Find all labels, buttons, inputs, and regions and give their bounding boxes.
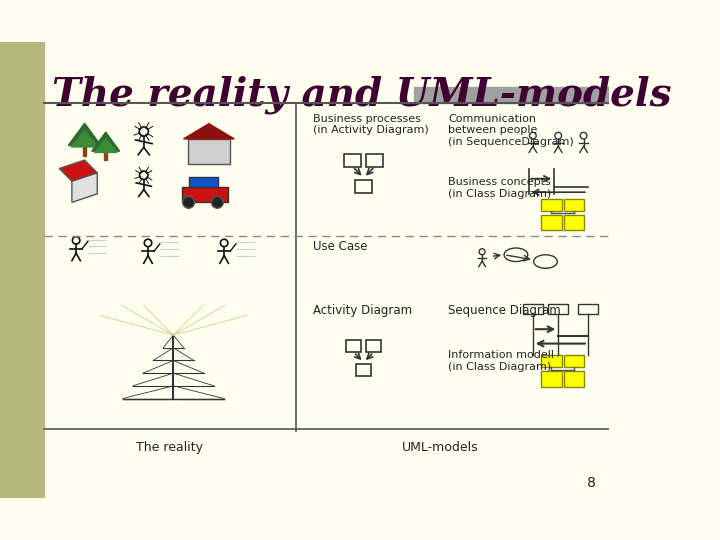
Bar	[182, 187, 228, 202]
Text: The reality: The reality	[135, 441, 202, 454]
Bar	[346, 340, 361, 352]
Bar	[356, 364, 372, 376]
Bar	[541, 215, 562, 230]
Polygon shape	[91, 132, 120, 151]
Text: The reality and UML-models: The reality and UML-models	[53, 76, 672, 114]
Circle shape	[212, 197, 223, 208]
Bar	[564, 199, 585, 211]
Bar	[104, 150, 107, 160]
Text: Business concepts
(in Class Diagram): Business concepts (in Class Diagram)	[449, 177, 552, 199]
Text: Use Case: Use Case	[313, 240, 367, 253]
Bar	[83, 144, 86, 156]
Bar	[541, 372, 562, 387]
Polygon shape	[59, 160, 97, 181]
Text: Business processes
(in Activity Diagram): Business processes (in Activity Diagram)	[313, 113, 428, 135]
Bar	[366, 340, 382, 352]
Text: Information modell
(in Class Diagram): Information modell (in Class Diagram)	[449, 350, 554, 372]
Text: Activity Diagram: Activity Diagram	[313, 304, 412, 317]
Text: Sequence Diagram: Sequence Diagram	[449, 304, 561, 317]
Bar	[0, 42, 44, 498]
Polygon shape	[94, 138, 117, 152]
Bar	[564, 215, 585, 230]
Circle shape	[183, 197, 194, 208]
Text: Communication
between people
(in SequenceDiagram): Communication between people (in Sequenc…	[449, 113, 574, 147]
Bar	[344, 153, 361, 166]
Bar	[415, 87, 609, 103]
Bar	[541, 355, 562, 367]
Text: 8: 8	[588, 476, 596, 490]
Polygon shape	[68, 123, 101, 145]
Polygon shape	[184, 124, 234, 139]
Bar	[564, 372, 585, 387]
Polygon shape	[72, 173, 97, 202]
Bar	[523, 304, 543, 314]
Bar	[577, 304, 598, 314]
Bar	[189, 177, 218, 187]
Bar	[355, 180, 372, 193]
Bar	[541, 199, 562, 211]
Bar	[564, 355, 585, 367]
Bar	[366, 153, 383, 166]
Bar	[188, 139, 230, 164]
Text: UML-models: UML-models	[402, 441, 478, 454]
Bar	[548, 304, 568, 314]
Polygon shape	[71, 131, 98, 147]
